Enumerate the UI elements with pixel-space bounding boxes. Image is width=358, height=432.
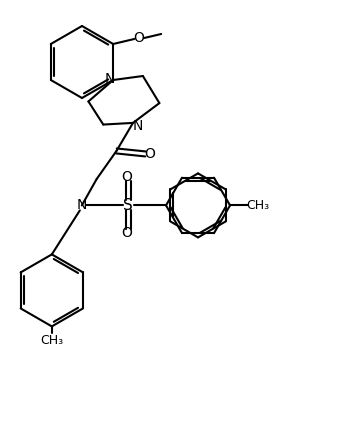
Text: S: S	[123, 198, 133, 213]
Text: N: N	[133, 119, 143, 133]
Text: CH₃: CH₃	[40, 334, 63, 347]
Text: O: O	[122, 226, 132, 240]
Text: CH₃: CH₃	[246, 199, 270, 212]
Text: N: N	[77, 198, 87, 213]
Text: O: O	[122, 170, 132, 184]
Text: O: O	[134, 31, 145, 45]
Text: O: O	[144, 147, 155, 161]
Text: N: N	[105, 72, 115, 86]
